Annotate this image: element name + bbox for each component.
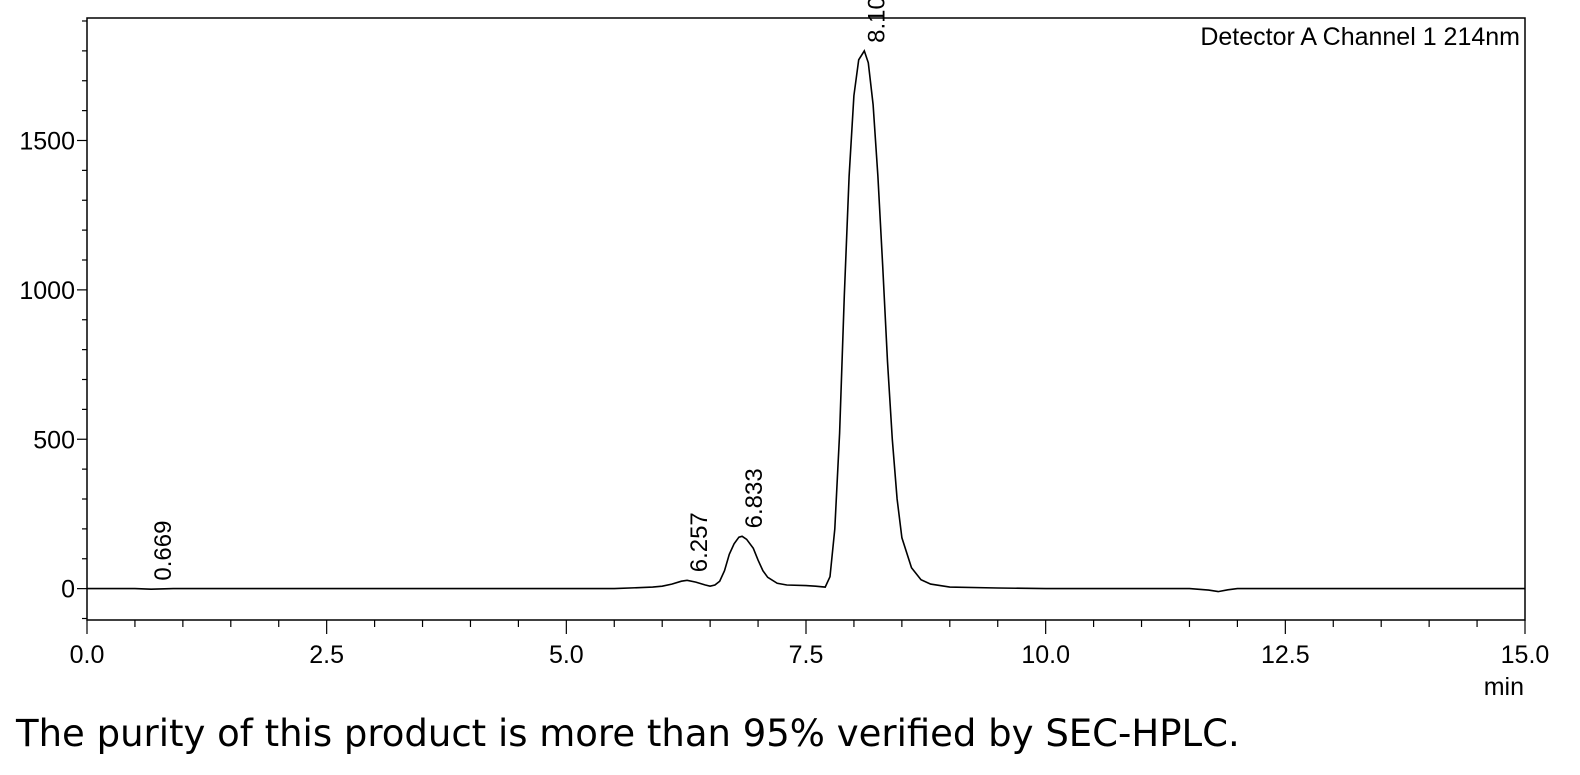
- chromatogram-trace: [87, 49, 1525, 593]
- y-tick-label: 1500: [19, 127, 75, 155]
- detector-label: Detector A Channel 1 214nm: [1200, 23, 1520, 51]
- plot-frame: [86, 17, 1526, 621]
- peak-label: 0.669: [150, 521, 177, 581]
- y-tick-label: 1000: [19, 277, 75, 305]
- y-tick-label: 500: [33, 426, 75, 454]
- peak-label: 6.833: [741, 468, 768, 528]
- x-axis-unit-label: min: [1484, 673, 1524, 701]
- peak-labels: 0.669 6.257 6.833 8.108: [150, 0, 890, 581]
- axes-ticks: [77, 20, 1526, 634]
- purity-caption: The purity of this product is more than …: [16, 712, 1240, 755]
- x-tick-label: 10.0: [1021, 641, 1070, 669]
- peak-label: 6.257: [686, 512, 713, 572]
- y-tick-label: 0: [61, 576, 75, 604]
- x-tick-label: 7.5: [789, 641, 824, 669]
- peak-label: 8.108: [863, 0, 890, 43]
- x-tick-label: 0.0: [70, 641, 105, 669]
- x-tick-label: 5.0: [549, 641, 584, 669]
- x-tick-label: 2.5: [309, 641, 344, 669]
- tick-labels: 0.0 2.5 5.0 7.5 10.0 12.5 15.0 0 500 1000 1500: [19, 127, 1549, 669]
- x-tick-label: 12.5: [1261, 641, 1310, 669]
- chromatogram-chart: Detector A Channel 1 214nm 0.0 2.5 5.0 7.5 1…: [19, 0, 1549, 701]
- x-tick-label: 15.0: [1501, 641, 1550, 669]
